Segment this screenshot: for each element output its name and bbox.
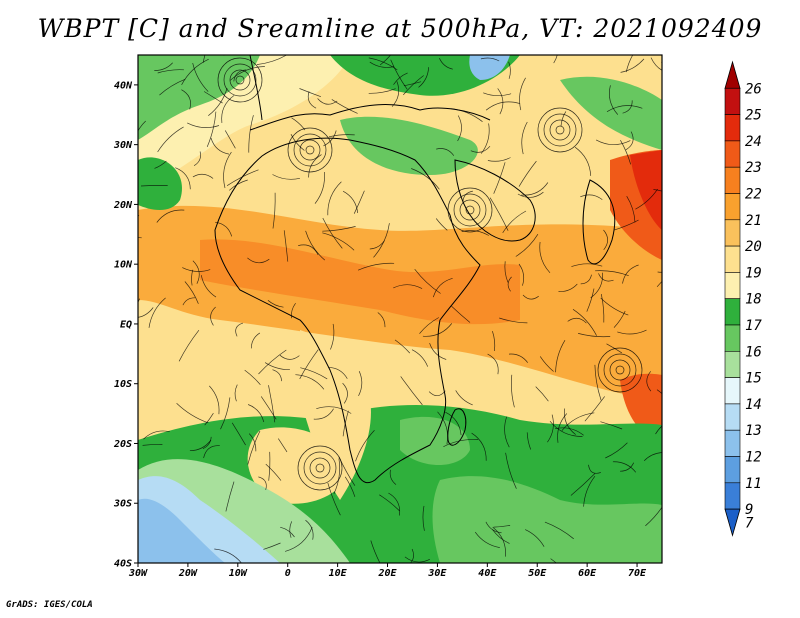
colorbar-label: 20 bbox=[745, 239, 762, 255]
colorbar-label: 14 bbox=[745, 397, 762, 413]
colorbar-swatch bbox=[724, 377, 741, 405]
colorbar-label: 16 bbox=[745, 344, 762, 360]
colorbar-label: 15 bbox=[745, 371, 762, 387]
lon-tick-label: 50E bbox=[528, 568, 547, 579]
colorbar-swatch bbox=[724, 88, 741, 115]
colorbar-swatch bbox=[724, 219, 741, 247]
lon-tick-label: 0 bbox=[285, 568, 291, 579]
colorbar-swatch bbox=[724, 140, 741, 168]
lon-tick-label: 30W bbox=[128, 568, 148, 579]
colorbar-swatch bbox=[724, 166, 741, 194]
lat-tick-label: 10N bbox=[114, 260, 133, 271]
lon-tick-label: 20E bbox=[377, 568, 397, 579]
colorbar-label: 26 bbox=[745, 81, 762, 97]
coastlines bbox=[214, 55, 616, 483]
map-frame bbox=[137, 54, 663, 564]
streamlines bbox=[138, 55, 662, 563]
colorbar-label: 24 bbox=[745, 134, 762, 150]
lat-tick-label: 10S bbox=[114, 379, 132, 390]
chart-title: WBPT [C] and Sreamline at 500hPa, VT: 20… bbox=[37, 14, 763, 43]
lat-tick-label: 20N bbox=[113, 200, 133, 211]
lat-tick-label: EQ bbox=[120, 319, 132, 330]
colorbar-swatch bbox=[724, 429, 741, 457]
lat-tick-label: 20S bbox=[113, 439, 132, 450]
lat-tick-label: 30S bbox=[113, 499, 132, 510]
lon-tick-label: 40E bbox=[478, 568, 497, 579]
lon-tick-label: 10W bbox=[229, 568, 248, 579]
footer-credit: GrADS: IGES/COLA bbox=[6, 600, 93, 610]
colorbar-swatch bbox=[724, 482, 741, 510]
lon-tick-label: 30E bbox=[427, 568, 447, 579]
colorbar-swatch bbox=[724, 298, 741, 326]
lat-tick-label: 40N bbox=[114, 80, 133, 91]
colorbar-min-arrow bbox=[724, 508, 741, 537]
lon-tick-label: 10E bbox=[329, 568, 348, 579]
colorbar-swatch bbox=[724, 324, 741, 352]
colorbar-label: 7 bbox=[745, 515, 754, 531]
colorbar-label: 23 bbox=[745, 160, 762, 176]
lat-tick-label: 30N bbox=[113, 140, 133, 151]
colorbar-swatch bbox=[724, 403, 741, 431]
lat-tick-label: 40S bbox=[114, 559, 132, 570]
colorbar-label: 13 bbox=[745, 423, 762, 439]
colorbar-swatch bbox=[724, 114, 741, 142]
colorbar-swatch bbox=[724, 245, 741, 273]
colorbar-label: 17 bbox=[745, 318, 762, 334]
colorbar-swatch bbox=[724, 456, 741, 484]
colorbar-label: 18 bbox=[745, 292, 762, 308]
longitude-axis: 30W 20W 10W 0 10E 20E 30E 40E 50E 60E 70E bbox=[128, 563, 647, 579]
colorbar-label: 11 bbox=[745, 476, 762, 492]
colorbar-label: 12 bbox=[745, 450, 762, 466]
lon-tick-label: 20W bbox=[178, 568, 198, 579]
colorbar-label: 19 bbox=[745, 265, 762, 281]
latitude-axis: 40N 30N 20N 10N EQ 10S 20S 30S 40S bbox=[113, 80, 138, 570]
lon-tick-label: 70E bbox=[628, 568, 647, 579]
colorbar-swatch bbox=[724, 272, 741, 299]
colorbar-swatch bbox=[724, 350, 741, 378]
colorbar-label: 22 bbox=[745, 187, 762, 203]
wbpt-field bbox=[138, 55, 662, 563]
colorbar-swatch bbox=[724, 193, 741, 221]
colorbar-label: 21 bbox=[745, 213, 762, 229]
colorbar-max-arrow bbox=[724, 60, 741, 89]
colorbar: 26 25 24 23 22 21 20 19 18 17 16 15 14 13 12 11 97 bbox=[724, 60, 762, 537]
colorbar-label: 25 bbox=[745, 108, 762, 124]
colorbar-label: 9 bbox=[745, 502, 753, 518]
lon-tick-label: 60E bbox=[578, 568, 597, 579]
